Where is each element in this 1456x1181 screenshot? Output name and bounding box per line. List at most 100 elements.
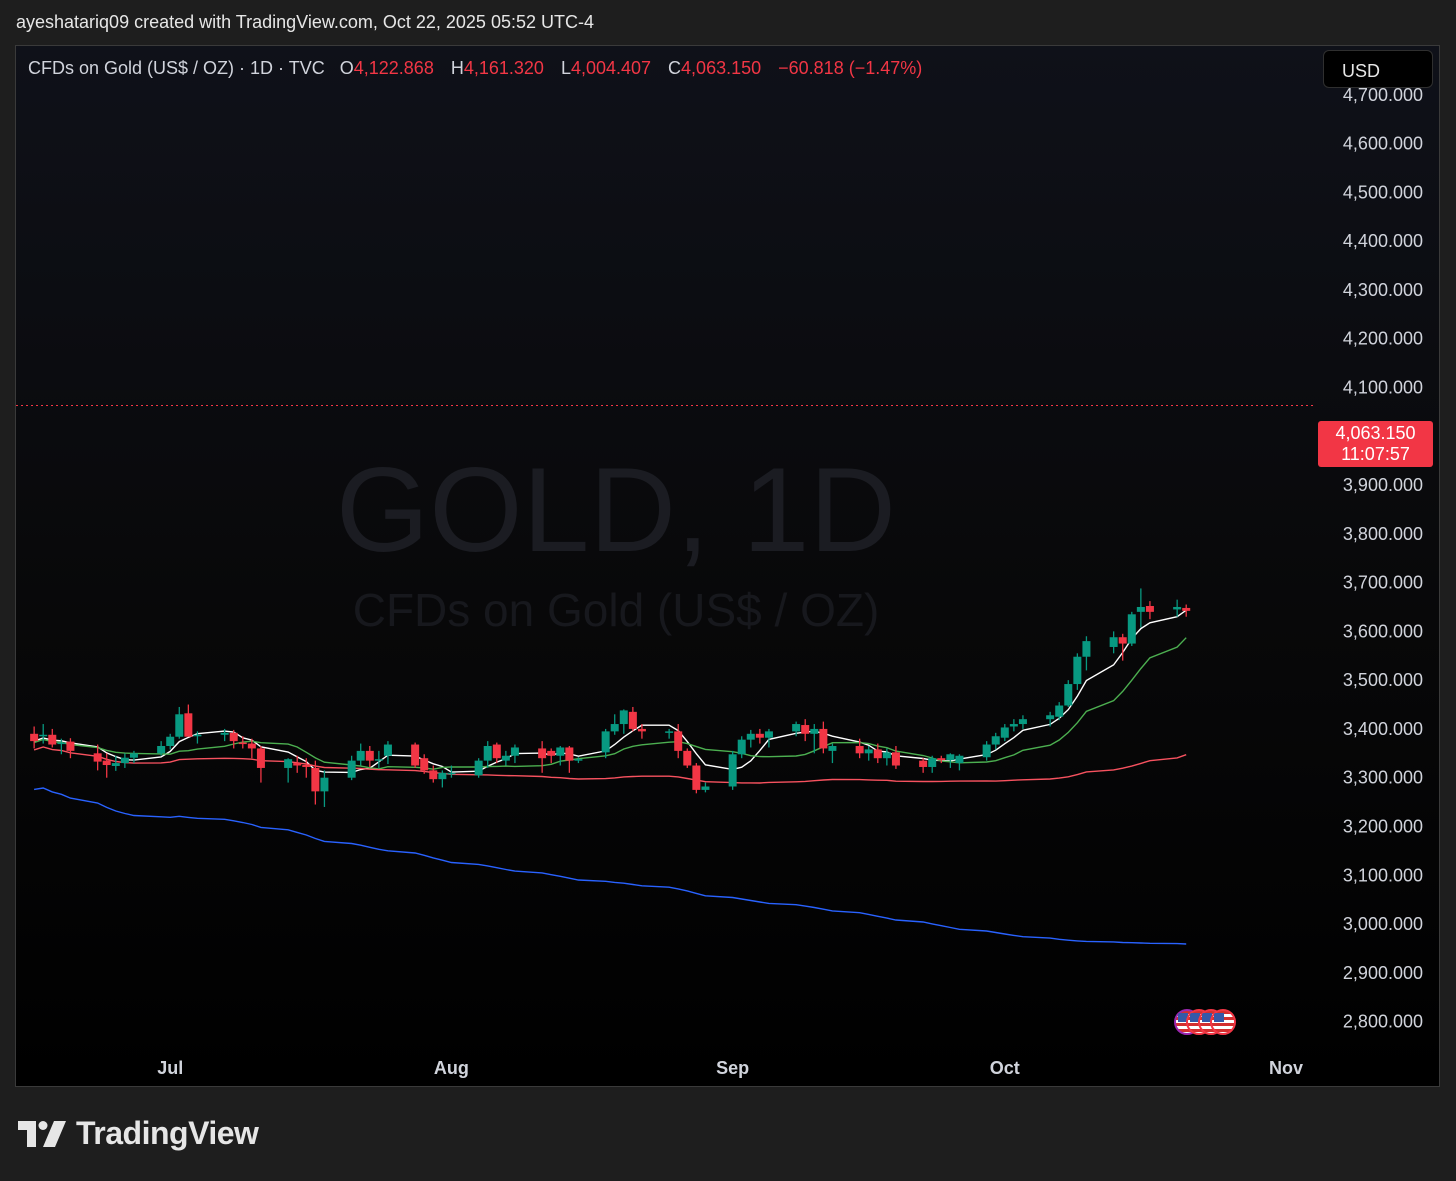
candle-body (111, 763, 120, 766)
candle-body (1136, 606, 1145, 612)
candle-body (946, 754, 955, 761)
candle-body (755, 733, 764, 738)
price-tick-label: 4,300.000 (1343, 280, 1423, 300)
time-tick-label: Sep (716, 1058, 749, 1078)
candle-body (302, 765, 311, 767)
symbol-label[interactable]: CFDs on Gold (US$ / OZ) · 1D · TVC (28, 58, 325, 78)
price-tick-label: 2,900.000 (1343, 963, 1423, 983)
candle-body (538, 748, 547, 759)
candle-body (882, 752, 891, 759)
price-tick-label: 3,700.000 (1343, 573, 1423, 593)
candle-body (919, 760, 928, 767)
candle-body (701, 786, 710, 790)
candle-body (819, 728, 828, 749)
candle-body (674, 731, 683, 751)
candle-body (510, 747, 519, 756)
candle-body (1064, 684, 1073, 706)
candle-body (157, 746, 166, 754)
candle-body (365, 750, 374, 761)
time-axis[interactable]: Jul Aug Sep Oct Nov (157, 1058, 1303, 1078)
candle-body (293, 763, 302, 766)
candle-body (692, 765, 701, 790)
candle-body (438, 772, 447, 780)
candle-body (637, 728, 646, 732)
candle-body (57, 742, 66, 745)
chart-panel[interactable]: GOLD, 1D CFDs on Gold (US$ / OZ) 4,700.0… (15, 45, 1440, 1087)
candle-body (193, 734, 202, 737)
candle-body (238, 742, 247, 745)
ohlc-legend: CFDs on Gold (US$ / OZ) · 1D · TVC O4,12… (28, 58, 922, 79)
price-tick-label: 4,500.000 (1343, 182, 1423, 202)
price-tick-label: 3,300.000 (1343, 768, 1423, 788)
economic-events[interactable] (1174, 1009, 1244, 1039)
price-tick-label: 3,900.000 (1343, 475, 1423, 495)
candle-body (39, 734, 48, 737)
candle-body (356, 750, 365, 761)
watermark-description: CFDs on Gold (US$ / OZ) (353, 584, 880, 636)
candle-body (420, 758, 429, 771)
last-price-value: 4,063.150 (1335, 423, 1416, 443)
candle-body (1018, 719, 1027, 725)
us-flag-icon[interactable] (1210, 1009, 1236, 1035)
candle-body (247, 743, 256, 749)
candle-body (1082, 641, 1091, 657)
price-tick-label: 3,200.000 (1343, 816, 1423, 836)
candle-body (48, 734, 57, 745)
candle-body (347, 760, 356, 778)
candle-body (256, 748, 265, 768)
candle-body (501, 755, 510, 761)
candle-body (129, 753, 138, 758)
candle-body (1145, 606, 1154, 612)
time-tick-label: Jul (157, 1058, 183, 1078)
candle-body (556, 747, 565, 756)
price-tick-label: 3,400.000 (1343, 719, 1423, 739)
candle-body (93, 753, 102, 762)
candle-body (175, 714, 184, 737)
last-price-tag: 4,063.150 11:07:57 (1318, 421, 1433, 467)
candle-body (311, 767, 320, 792)
candle-body (447, 772, 456, 775)
candle-body (474, 760, 483, 776)
candle-body (982, 744, 991, 758)
price-tick-label: 3,800.000 (1343, 524, 1423, 544)
candle-body (184, 713, 193, 737)
candle-body (383, 744, 392, 756)
candle-body (855, 746, 864, 754)
ma-line (33, 746, 1187, 784)
candle-body (737, 739, 746, 755)
price-tick-label: 2,800.000 (1343, 1012, 1423, 1032)
candle-body (891, 752, 900, 766)
currency-selector[interactable]: USD (1323, 50, 1433, 88)
candle-body (411, 744, 420, 766)
time-tick-label: Nov (1269, 1058, 1303, 1078)
open-value: 4,122.868 (353, 58, 434, 78)
candlestick-chart[interactable]: GOLD, 1D CFDs on Gold (US$ / OZ) 4,700.0… (16, 46, 1440, 1087)
candle-body (429, 770, 438, 780)
price-tick-label: 4,400.000 (1343, 231, 1423, 251)
candle-body (220, 732, 229, 735)
candle-body (665, 731, 674, 733)
price-tick-label: 3,100.000 (1343, 865, 1423, 885)
candle-body (628, 711, 637, 729)
candle-body (120, 757, 129, 764)
high-label: H (450, 58, 464, 78)
candle-body (483, 746, 492, 761)
candle-body (864, 749, 873, 754)
price-tick-label: 4,100.000 (1343, 377, 1423, 397)
candle-body (928, 758, 937, 767)
price-axis[interactable]: 4,700.000 4,600.000 4,500.000 4,400.000 4,30… (1343, 85, 1423, 1032)
high-value: 4,161.320 (463, 58, 544, 78)
candle-body (764, 731, 773, 738)
candle-body (955, 755, 964, 764)
moving-averages (33, 609, 1187, 945)
candle-body (320, 777, 329, 792)
candle-body (1055, 705, 1064, 717)
candle-body (1073, 656, 1082, 685)
candle-body (1182, 607, 1191, 611)
candle-body (229, 732, 238, 742)
candle-body (937, 758, 946, 761)
bar-countdown: 11:07:57 (1341, 444, 1410, 464)
candle-body (683, 750, 692, 766)
close-value: 4,063.150 (681, 58, 762, 78)
tradingview-brand[interactable]: TradingView (18, 1115, 259, 1152)
